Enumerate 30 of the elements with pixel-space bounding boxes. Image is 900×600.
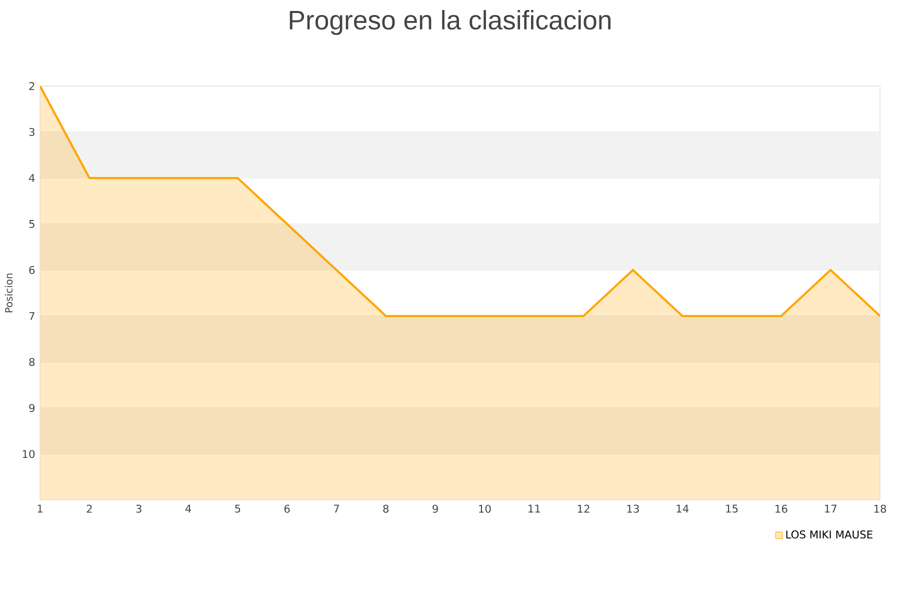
y-tick-label: 6 — [29, 266, 35, 274]
y-tick-label: 3 — [29, 128, 34, 136]
y-tick-label: 9 — [29, 404, 35, 412]
x-tick-label: 12 — [578, 504, 590, 513]
x-tick-label: 10 — [479, 504, 491, 513]
x-tick-label: 18 — [874, 504, 886, 513]
x-tick-label: 7 — [334, 504, 339, 512]
x-tick-label: 8 — [383, 504, 389, 513]
x-tick-label: 16 — [776, 504, 788, 513]
x-tick-label: 13 — [627, 504, 639, 513]
y-tick-label: 7 — [29, 312, 34, 320]
x-tick-label: 5 — [235, 504, 240, 513]
x-tick-label: 1 — [38, 504, 42, 512]
x-tick-label: 6 — [284, 504, 290, 513]
x-tick-label: 14 — [676, 504, 689, 512]
x-tick-label: 2 — [86, 504, 92, 513]
x-tick-label: 4 — [185, 504, 192, 512]
x-tick-label: 9 — [432, 504, 438, 513]
y-tick-label: 10 — [22, 450, 35, 458]
x-tick-label: 3 — [136, 504, 142, 513]
y-tick-label: 5 — [29, 220, 34, 228]
y-tick-label: 4 — [29, 174, 35, 182]
x-tick-label: 17 — [824, 504, 836, 512]
x-tick-label: 11 — [528, 504, 540, 512]
chart-title: Progreso en la clasificacion — [290, 10, 610, 35]
x-tick-label: 15 — [726, 504, 738, 513]
legend-label: LOS MIKI MAUSE — [786, 530, 872, 539]
y-tick-label: 8 — [29, 358, 35, 366]
y-tick-label: 2 — [29, 82, 34, 90]
y-axis-title: Posicion — [4, 274, 13, 312]
